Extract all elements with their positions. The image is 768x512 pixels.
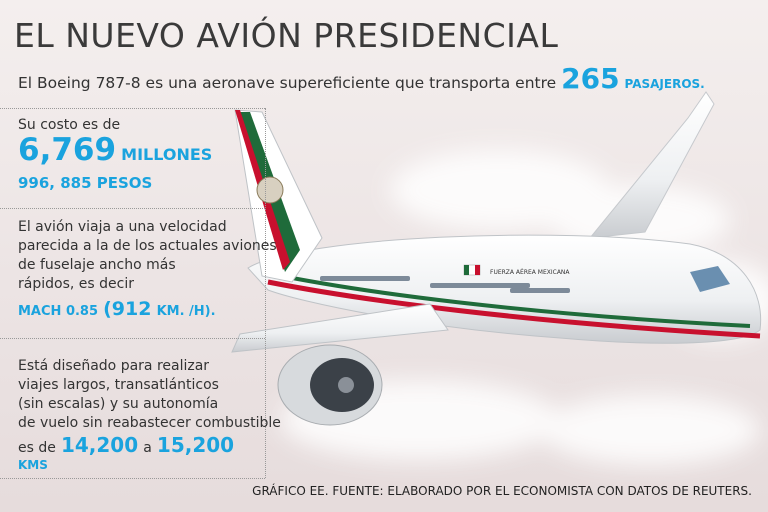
text-line: viajes largos, transatlánticos [18, 377, 219, 393]
cost-number: 6,769 [18, 132, 117, 168]
flag-red [475, 265, 480, 275]
stripe-green [271, 272, 751, 328]
speed-text: El avión viaja a una velocidad parecida a… [18, 218, 277, 294]
cost-detail: 996, 885 PESOS [18, 174, 153, 192]
cost-unit: MILLONES [121, 145, 213, 164]
text-line: rápidos, es decir [18, 276, 134, 292]
title: EL NUEVO AVIÓN PRESIDENCIAL [14, 16, 559, 55]
passenger-number: 265 [561, 62, 620, 95]
text-line: de fuselaje ancho más [18, 257, 176, 273]
cockpit [690, 266, 730, 292]
range-lead: es de [18, 440, 56, 456]
divider [265, 108, 266, 478]
subtitle-text: El Boeing 787-8 es una aeronave superefi… [18, 74, 557, 92]
divider [0, 108, 265, 109]
source: GRÁFICO EE. FUENTE: ELABORADO POR EL ECO… [252, 484, 752, 498]
stripe-red [267, 279, 761, 339]
range-unit: KMS [18, 458, 48, 472]
speed-unit: KM. /H). [156, 304, 216, 319]
text-line: El avión viaja a una velocidad [18, 219, 227, 235]
speed-number: (912 [103, 298, 152, 320]
text-line: parecida a la de los actuales aviones [18, 238, 277, 254]
range-text: Está diseñado para realizar viajes largos… [18, 357, 281, 433]
passenger-unit: PASAJEROS. [624, 77, 705, 91]
cost-intro: Su costo es de [18, 117, 121, 133]
range-joiner: a [143, 440, 152, 456]
speed: MACH 0.85 (912 KM. /H). [18, 298, 216, 320]
subtitle: El Boeing 787-8 es una aeronave superefi… [18, 62, 705, 95]
divider [0, 208, 265, 209]
divider [0, 478, 265, 479]
upper-wing [588, 91, 715, 239]
cost: 6,769 MILLONES [18, 132, 212, 168]
text-line: de vuelo sin reabastecer combustible [18, 415, 281, 431]
text-line: Está diseñado para realizar [18, 358, 210, 374]
engine-spinner [338, 377, 354, 393]
speed-mach: MACH 0.85 [18, 304, 99, 319]
windows [320, 276, 570, 293]
emblem [256, 176, 284, 204]
divider [0, 338, 265, 339]
flag-green [464, 265, 469, 275]
range: es de 14,200 a 15,200 [18, 433, 234, 458]
lower-wing [231, 303, 449, 353]
range-to: 15,200 [156, 433, 235, 457]
range-from: 14,200 [60, 433, 139, 457]
aircraft-label: FUERZA AÉREA MEXICANA [490, 268, 570, 276]
text-line: (sin escalas) y su autonomía [18, 396, 219, 412]
